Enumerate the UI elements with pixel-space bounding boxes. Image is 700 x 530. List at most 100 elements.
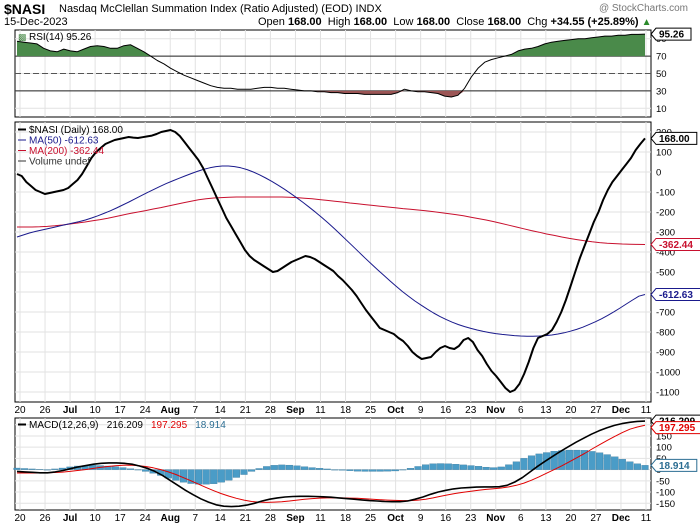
macd-histogram-bar xyxy=(278,464,286,470)
macd-histogram-bar xyxy=(255,468,263,470)
macd-histogram-bar xyxy=(505,464,513,470)
macd-histogram-bar xyxy=(596,452,604,470)
macd-x-tick-label: 26 xyxy=(39,513,51,524)
macd-histogram-bar xyxy=(210,469,218,484)
macd-histogram-bar xyxy=(459,464,467,470)
chart-date: 15-Dec-2023 xyxy=(4,16,68,28)
rsi-y-tick-label: 30 xyxy=(656,86,667,97)
price-x-tick-label: 26 xyxy=(39,405,51,416)
signal-value-tag: 197.295 xyxy=(650,421,700,435)
open-value: 168.00 xyxy=(287,16,322,28)
chg-value: +34.55 (+25.89%) xyxy=(550,16,639,28)
macd-legend-text-3: 18.914 xyxy=(195,420,226,431)
chg-up-arrow-icon: ▲ xyxy=(641,17,652,28)
macd-histogram-bar xyxy=(270,465,278,470)
high-label: High xyxy=(327,16,351,28)
macd-x-tick-label: 28 xyxy=(265,513,277,524)
macd-x-tick-label: Sep xyxy=(286,513,304,524)
chart-title-text: Nasdaq McClellan Summation Index (Ratio … xyxy=(59,3,353,15)
price-x-tick-label: 21 xyxy=(240,405,252,416)
chg-label: Chg xyxy=(527,16,548,28)
nasi-value-tag-box xyxy=(650,131,698,145)
macd-histogram-bar xyxy=(490,467,498,470)
macd-histogram-bar xyxy=(474,466,483,470)
hist-value-tag-box xyxy=(650,458,698,472)
macd-histogram-bar xyxy=(89,465,97,470)
macd-histogram-bar xyxy=(285,464,293,470)
macd-histogram-bar xyxy=(611,456,619,470)
macd-histogram-bar xyxy=(565,449,573,470)
macd-x-tick-label: Jul xyxy=(63,513,78,524)
macd-histogram-bar xyxy=(240,469,248,475)
price-x-tick-label: 6 xyxy=(518,405,524,416)
exchange-label: INDX xyxy=(355,3,382,15)
close-label: Close xyxy=(456,16,485,28)
macd-histogram-bar xyxy=(391,469,399,472)
high-value: 168.00 xyxy=(353,16,388,28)
ma200-line xyxy=(17,196,646,245)
macd-histogram-bar xyxy=(323,468,331,470)
hist-value-tag: 18.914 xyxy=(650,458,698,472)
macd-histogram-bar xyxy=(346,469,354,471)
price-legend-text-2: MA(200) -362.44 xyxy=(29,146,104,157)
macd-histogram-bar xyxy=(641,465,649,470)
price-x-tick-label: 20 xyxy=(565,405,577,416)
ma50-value-tag: -612.63 xyxy=(650,288,700,301)
macd-histogram-bar xyxy=(247,469,256,472)
macd-histogram-bar xyxy=(406,468,415,470)
macd-histogram-bar xyxy=(51,468,59,470)
macd-x-tick-label: 16 xyxy=(440,513,452,524)
price-x-tick-label: Sep xyxy=(286,405,304,416)
macd-x-tick-label: 13 xyxy=(540,513,552,524)
macd-y-tick-label: 100 xyxy=(656,443,672,454)
price-legend-text-3: Volume undef xyxy=(29,157,90,168)
macd-histogram-bar xyxy=(179,469,188,483)
stockcharts-watermark: @ StockCharts.com xyxy=(598,3,688,14)
macd-histogram-bar xyxy=(369,469,377,472)
macd-legend-text-0: MACD(12,26,9) xyxy=(29,420,98,431)
macd-x-tick-label: Oct xyxy=(387,513,404,524)
low-value: 168.00 xyxy=(416,16,451,28)
price-x-tick-label: Dec xyxy=(612,405,631,416)
price-x-tick-label: 14 xyxy=(215,405,227,416)
macd-line xyxy=(16,420,646,508)
macd-histogram-bar xyxy=(376,469,384,472)
price-legend-text-1: MA(50) -612.63 xyxy=(29,136,99,147)
macd-histogram-bar xyxy=(195,469,203,485)
price-x-tick-label: 20 xyxy=(14,405,26,416)
macd-histogram-bar xyxy=(588,451,596,470)
macd-histogram-bar xyxy=(263,466,271,470)
macd-histogram-bar xyxy=(338,469,346,471)
macd-histogram-bar xyxy=(119,467,127,470)
macd-histogram-bar xyxy=(384,469,392,472)
chart-title: Nasdaq McClellan Summation Index (Ratio … xyxy=(59,3,382,15)
rsi-y-tick-label: 50 xyxy=(656,69,667,80)
macd-y-tick-label: -100 xyxy=(656,488,675,499)
macd-x-tick-label: 25 xyxy=(365,513,377,524)
rsi-y-tick-label: 70 xyxy=(656,52,667,63)
chart-symbol: $NASI xyxy=(4,1,46,17)
macd-histogram-bar xyxy=(21,468,29,470)
macd-histogram-bar xyxy=(187,469,195,484)
macd-x-tick-label: Nov xyxy=(486,513,505,524)
macd-y-tick-label: 150 xyxy=(656,431,672,442)
price-y-tick-label: -500 xyxy=(656,268,675,279)
macd-histogram-bar xyxy=(467,465,475,470)
macd-histogram-bar xyxy=(437,463,445,470)
macd-histogram-bar xyxy=(422,464,430,470)
price-y-tick-label: -800 xyxy=(656,328,675,339)
macd-histogram-bar xyxy=(316,468,324,470)
macd-x-tick-label: 14 xyxy=(215,513,227,524)
price-x-tick-label: 18 xyxy=(340,405,352,416)
macd-legend-text-1: 216.209 xyxy=(107,420,144,431)
macd-x-tick-label: 20 xyxy=(14,513,26,524)
macd-histogram-bar xyxy=(580,450,589,470)
macd-histogram-bar xyxy=(535,453,543,470)
ma200-value-tag-box xyxy=(650,237,700,251)
hist-value-tag-text: 18.914 xyxy=(659,461,690,472)
macd-x-tick-label: 21 xyxy=(240,513,252,524)
macd-histogram-bar xyxy=(300,466,309,470)
price-y-tick-label: -100 xyxy=(656,188,675,199)
macd-histogram-bar xyxy=(232,469,240,478)
